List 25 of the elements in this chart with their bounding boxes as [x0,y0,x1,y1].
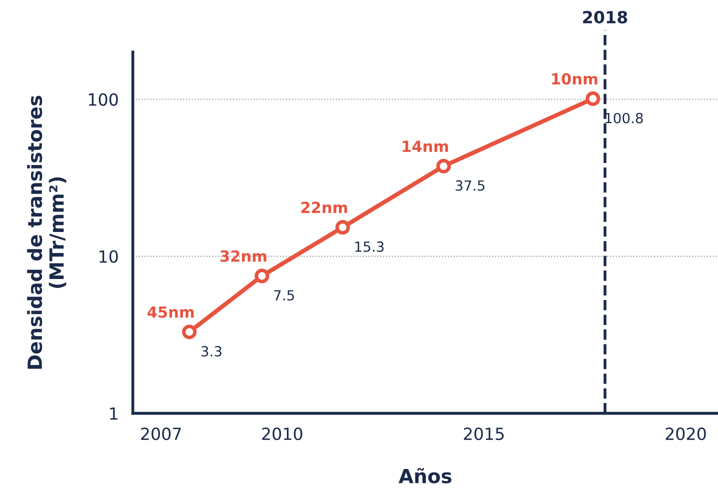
data-label: 37.5 [456,180,484,191]
y-tick-label: 10 [100,250,118,263]
y-tick-label: 1 [110,408,118,420]
annotation: 32nm [220,250,266,262]
x-tick-label: 2020 [666,428,706,440]
data-label: 7.5 [274,290,294,301]
data-label: 15.3 [355,241,384,252]
annotation: 14nm [402,140,448,152]
annotation: 10nm [552,73,598,85]
point [436,158,451,174]
data-label: 3.3 [202,346,222,357]
data-label: 100.8 [606,112,643,124]
point [586,91,600,106]
y-axis-title: Densidad de transistores (MTr/mm²) [27,96,66,369]
x-tick-label: 2007 [141,428,181,440]
x-tick-label: 2010 [262,428,302,440]
annotation: 45nm [148,306,194,318]
ref-line-label: 2018 [583,10,628,24]
point [182,324,197,340]
x-tick-label: 2015 [464,428,504,440]
point [254,268,270,284]
y-tick-label: 100 [88,93,118,106]
annotation: 22nm [301,202,348,213]
point [335,220,350,235]
x-axis-title: Años [398,468,452,484]
